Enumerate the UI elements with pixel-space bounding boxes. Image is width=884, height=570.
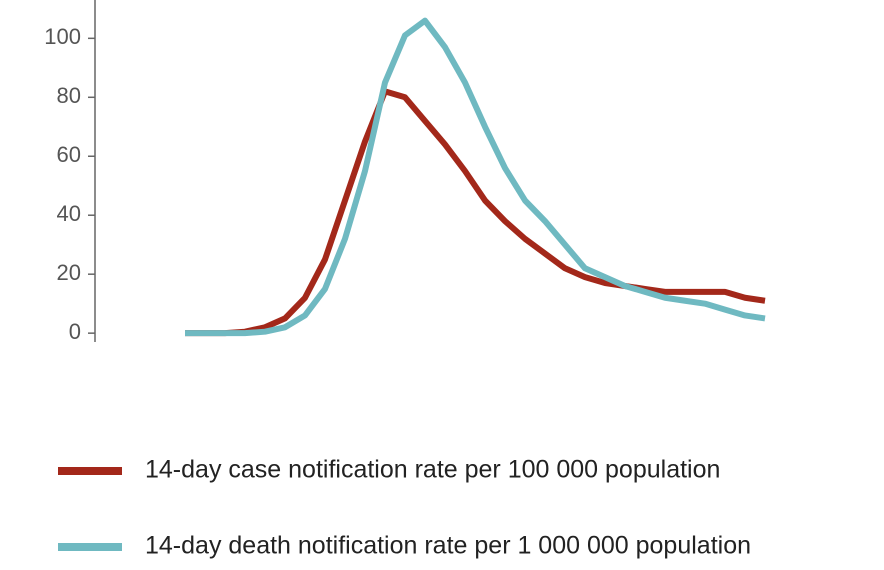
series-line: [185, 88, 766, 337]
y-tick-label: 20: [57, 260, 81, 285]
legend-text: 14-day death notification rate per 1 000…: [145, 532, 751, 560]
series-line: [185, 17, 766, 337]
y-tick-label: 60: [57, 142, 81, 167]
y-tick-label: 40: [57, 201, 81, 226]
y-tick-label: 100: [44, 24, 81, 49]
y-tick-label: 80: [57, 83, 81, 108]
y-tick-label: 0: [69, 319, 81, 344]
legend-text: 14-day case notification rate per 100 00…: [145, 456, 720, 484]
